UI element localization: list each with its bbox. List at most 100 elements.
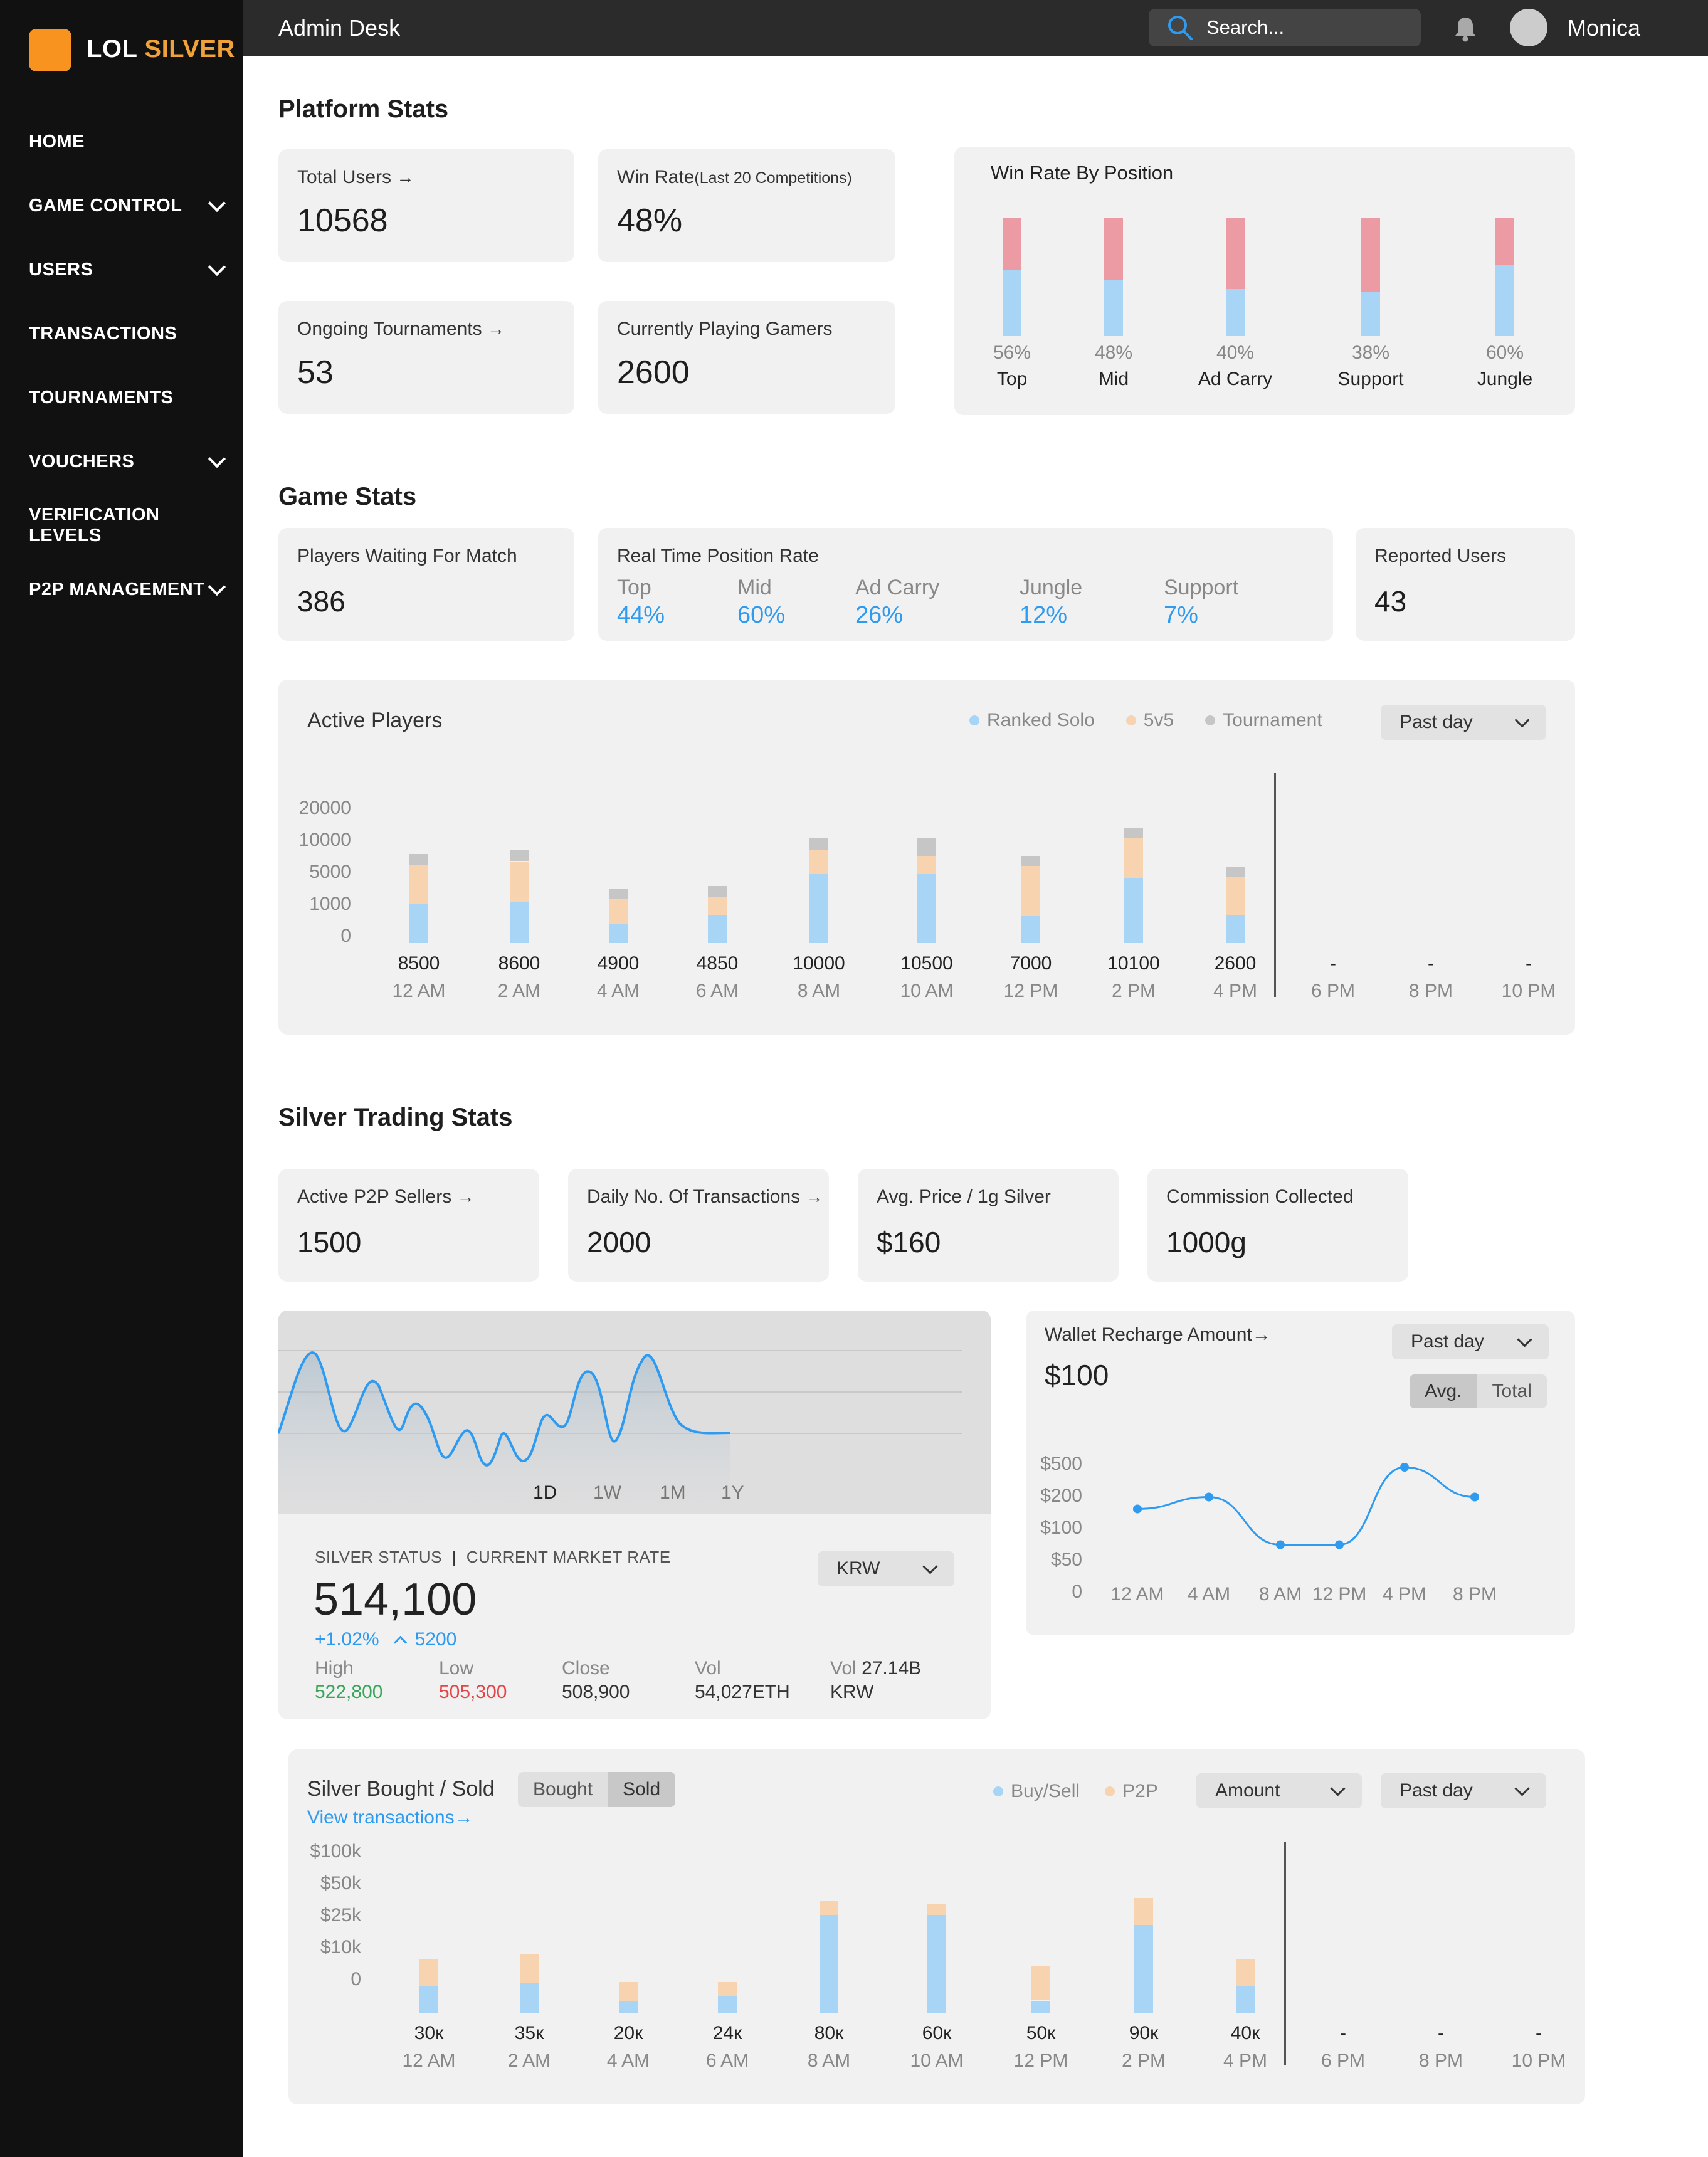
sidebar: LOL SILVER HOME GAME CONTROL USERS TRANSACT… [0, 0, 243, 2157]
daily-transactions-label: Daily No. Of Transactions [587, 1186, 801, 1207]
y-axis-label: 0 [351, 1969, 361, 1990]
wallet-title-row[interactable]: Wallet Recharge Amount→ [1045, 1324, 1271, 1346]
bar-segment-5v5 [409, 865, 428, 904]
bought-sold-toggle[interactable]: Bought Sold [518, 1772, 676, 1807]
bought-sold-period-dropdown[interactable]: Past day [1381, 1773, 1546, 1808]
chevron-down-icon[interactable] [208, 258, 226, 277]
x-axis-label: 2 AM [497, 981, 541, 1001]
metric-dropdown[interactable]: Amount [1196, 1773, 1362, 1808]
ongoing-tournaments-card[interactable]: Ongoing Tournaments → 53 [278, 301, 574, 414]
bell-icon[interactable] [1452, 15, 1479, 43]
bar-segment-buy-sell [718, 1995, 737, 2013]
currency-dropdown[interactable]: KRW [818, 1551, 954, 1586]
bar-value-label: 20к [613, 2023, 643, 2044]
wallet-point [1335, 1540, 1344, 1549]
card-label: Total Users → [297, 167, 414, 188]
sidebar-item-verification-levels[interactable]: VERIFICATION LEVELS [29, 505, 229, 546]
brand-name[interactable]: LOL SILVER [87, 35, 235, 63]
period-label: Past day [1400, 712, 1473, 732]
avatar[interactable] [1510, 9, 1547, 46]
bar-value-label: 10000 [793, 953, 845, 974]
arrow-right-icon: → [456, 1187, 475, 1206]
wallet-avg-total-toggle[interactable]: Avg. Total [1410, 1374, 1547, 1408]
change-percent: +1.02% [315, 1629, 379, 1650]
search-input[interactable]: Search... [1149, 9, 1421, 46]
bar-segment-5v5 [1021, 866, 1040, 916]
toggle-total[interactable]: Total [1492, 1381, 1532, 1401]
high-value: 522,800 [315, 1682, 383, 1702]
legend-label: Ranked Solo [987, 710, 1095, 730]
x-axis-label: 4 AM [596, 981, 640, 1001]
card-label: Active P2P Sellers → [297, 1186, 475, 1208]
total-users-value: 10568 [297, 203, 388, 239]
timeframe-1m[interactable]: 1M [660, 1482, 686, 1503]
low-label: Low [439, 1658, 474, 1679]
position-name-label: Mid [1098, 369, 1129, 389]
sidebar-item-home[interactable]: HOME [29, 123, 229, 161]
realtime-position-card: Real Time Position Rate Top 44% Mid 60% Ad C… [598, 528, 1333, 641]
topbar [243, 0, 1708, 56]
position-rate-name: Top [617, 576, 651, 599]
sidebar-item-tournaments[interactable]: TOURNAMENTS [29, 379, 229, 416]
toggle-sold[interactable]: Sold [608, 1772, 676, 1807]
y-axis-label: 20000 [298, 798, 351, 818]
active-p2p-sellers-card[interactable]: Active P2P Sellers → 1500 [278, 1169, 539, 1282]
chevron-down-icon [1514, 712, 1530, 728]
bar-segment-tournament [917, 838, 936, 856]
sidebar-item-label: TRANSACTIONS [29, 323, 177, 344]
win-rate-value: 48% [617, 203, 683, 239]
timeframe-1d[interactable]: 1D [533, 1482, 557, 1503]
wallet-point [1205, 1492, 1213, 1502]
wallet-value: $100 [1045, 1359, 1109, 1391]
vol2-row: Vol 27.14B [830, 1658, 921, 1679]
toggle-avg[interactable]: Avg. [1410, 1374, 1477, 1408]
x-axis-label: 12 AM [1110, 1584, 1164, 1605]
wallet-period-dropdown[interactable]: Past day [1392, 1324, 1549, 1359]
sidebar-item-vouchers[interactable]: VOUCHERS [29, 443, 229, 480]
toggle-bought[interactable]: Bought [533, 1779, 593, 1800]
sidebar-item-p2p-management[interactable]: P2P MANAGEMENT [29, 571, 229, 608]
reported-users-card[interactable]: Reported Users 43 [1356, 528, 1575, 641]
bar-value-label: 10500 [900, 953, 953, 974]
position-name-label: Ad Carry [1198, 369, 1273, 389]
x-axis-label: 4 AM [606, 2050, 650, 2071]
chevron-down-icon[interactable] [208, 450, 226, 468]
sidebar-item-game-control[interactable]: GAME CONTROL [29, 187, 229, 224]
y-axis-label: 0 [1072, 1581, 1082, 1602]
chevron-down-icon [1330, 1780, 1346, 1796]
bar-segment-p2p [1134, 1897, 1153, 1925]
x-axis-label: 8 PM [1408, 981, 1453, 1001]
bar-segment-tournament [809, 838, 828, 850]
timeframe-1y[interactable]: 1Y [721, 1482, 744, 1503]
position-rate-name: Support [1164, 576, 1239, 599]
players-waiting-value: 386 [297, 585, 345, 618]
brand-name-part1: LOL [87, 35, 137, 63]
position-pct-label: 48% [1094, 342, 1133, 363]
x-axis-label: 12 PM [1003, 981, 1058, 1001]
position-bar-win [1226, 288, 1245, 336]
bar-segment-buy-sell [927, 1915, 946, 2013]
chevron-down-icon[interactable] [208, 577, 226, 596]
timeframe-1w[interactable]: 1W [593, 1482, 621, 1503]
win-rate-label: Win Rate [617, 167, 695, 187]
logo-icon[interactable] [29, 29, 71, 71]
vol-value: 54,027ETH [695, 1682, 790, 1702]
wallet-point [1133, 1504, 1142, 1514]
chevron-down-icon[interactable] [208, 194, 226, 213]
sidebar-item-transactions[interactable]: TRANSACTIONS [29, 315, 229, 352]
sidebar-item-label: HOME [29, 131, 85, 152]
total-users-card[interactable]: Total Users → 10568 [278, 149, 574, 262]
bar-value-label: 2600 [1214, 953, 1257, 974]
chevron-up-icon [393, 1635, 407, 1649]
section-title-game: Game Stats [278, 483, 417, 510]
bar-value-label: - [1340, 2023, 1346, 2044]
username[interactable]: Monica [1568, 15, 1641, 41]
sidebar-item-users[interactable]: USERS [29, 251, 229, 288]
daily-transactions-card[interactable]: Daily No. Of Transactions → 2000 [568, 1169, 829, 1282]
bar-segment-ranked-solo [1124, 878, 1143, 943]
card-label: Daily No. Of Transactions → [587, 1186, 823, 1208]
active-players-period-dropdown[interactable]: Past day [1381, 705, 1546, 740]
total-users-label: Total Users [297, 167, 392, 187]
position-bar-loss [1495, 218, 1514, 266]
view-transactions-link[interactable]: View transactions→ [307, 1807, 473, 1828]
